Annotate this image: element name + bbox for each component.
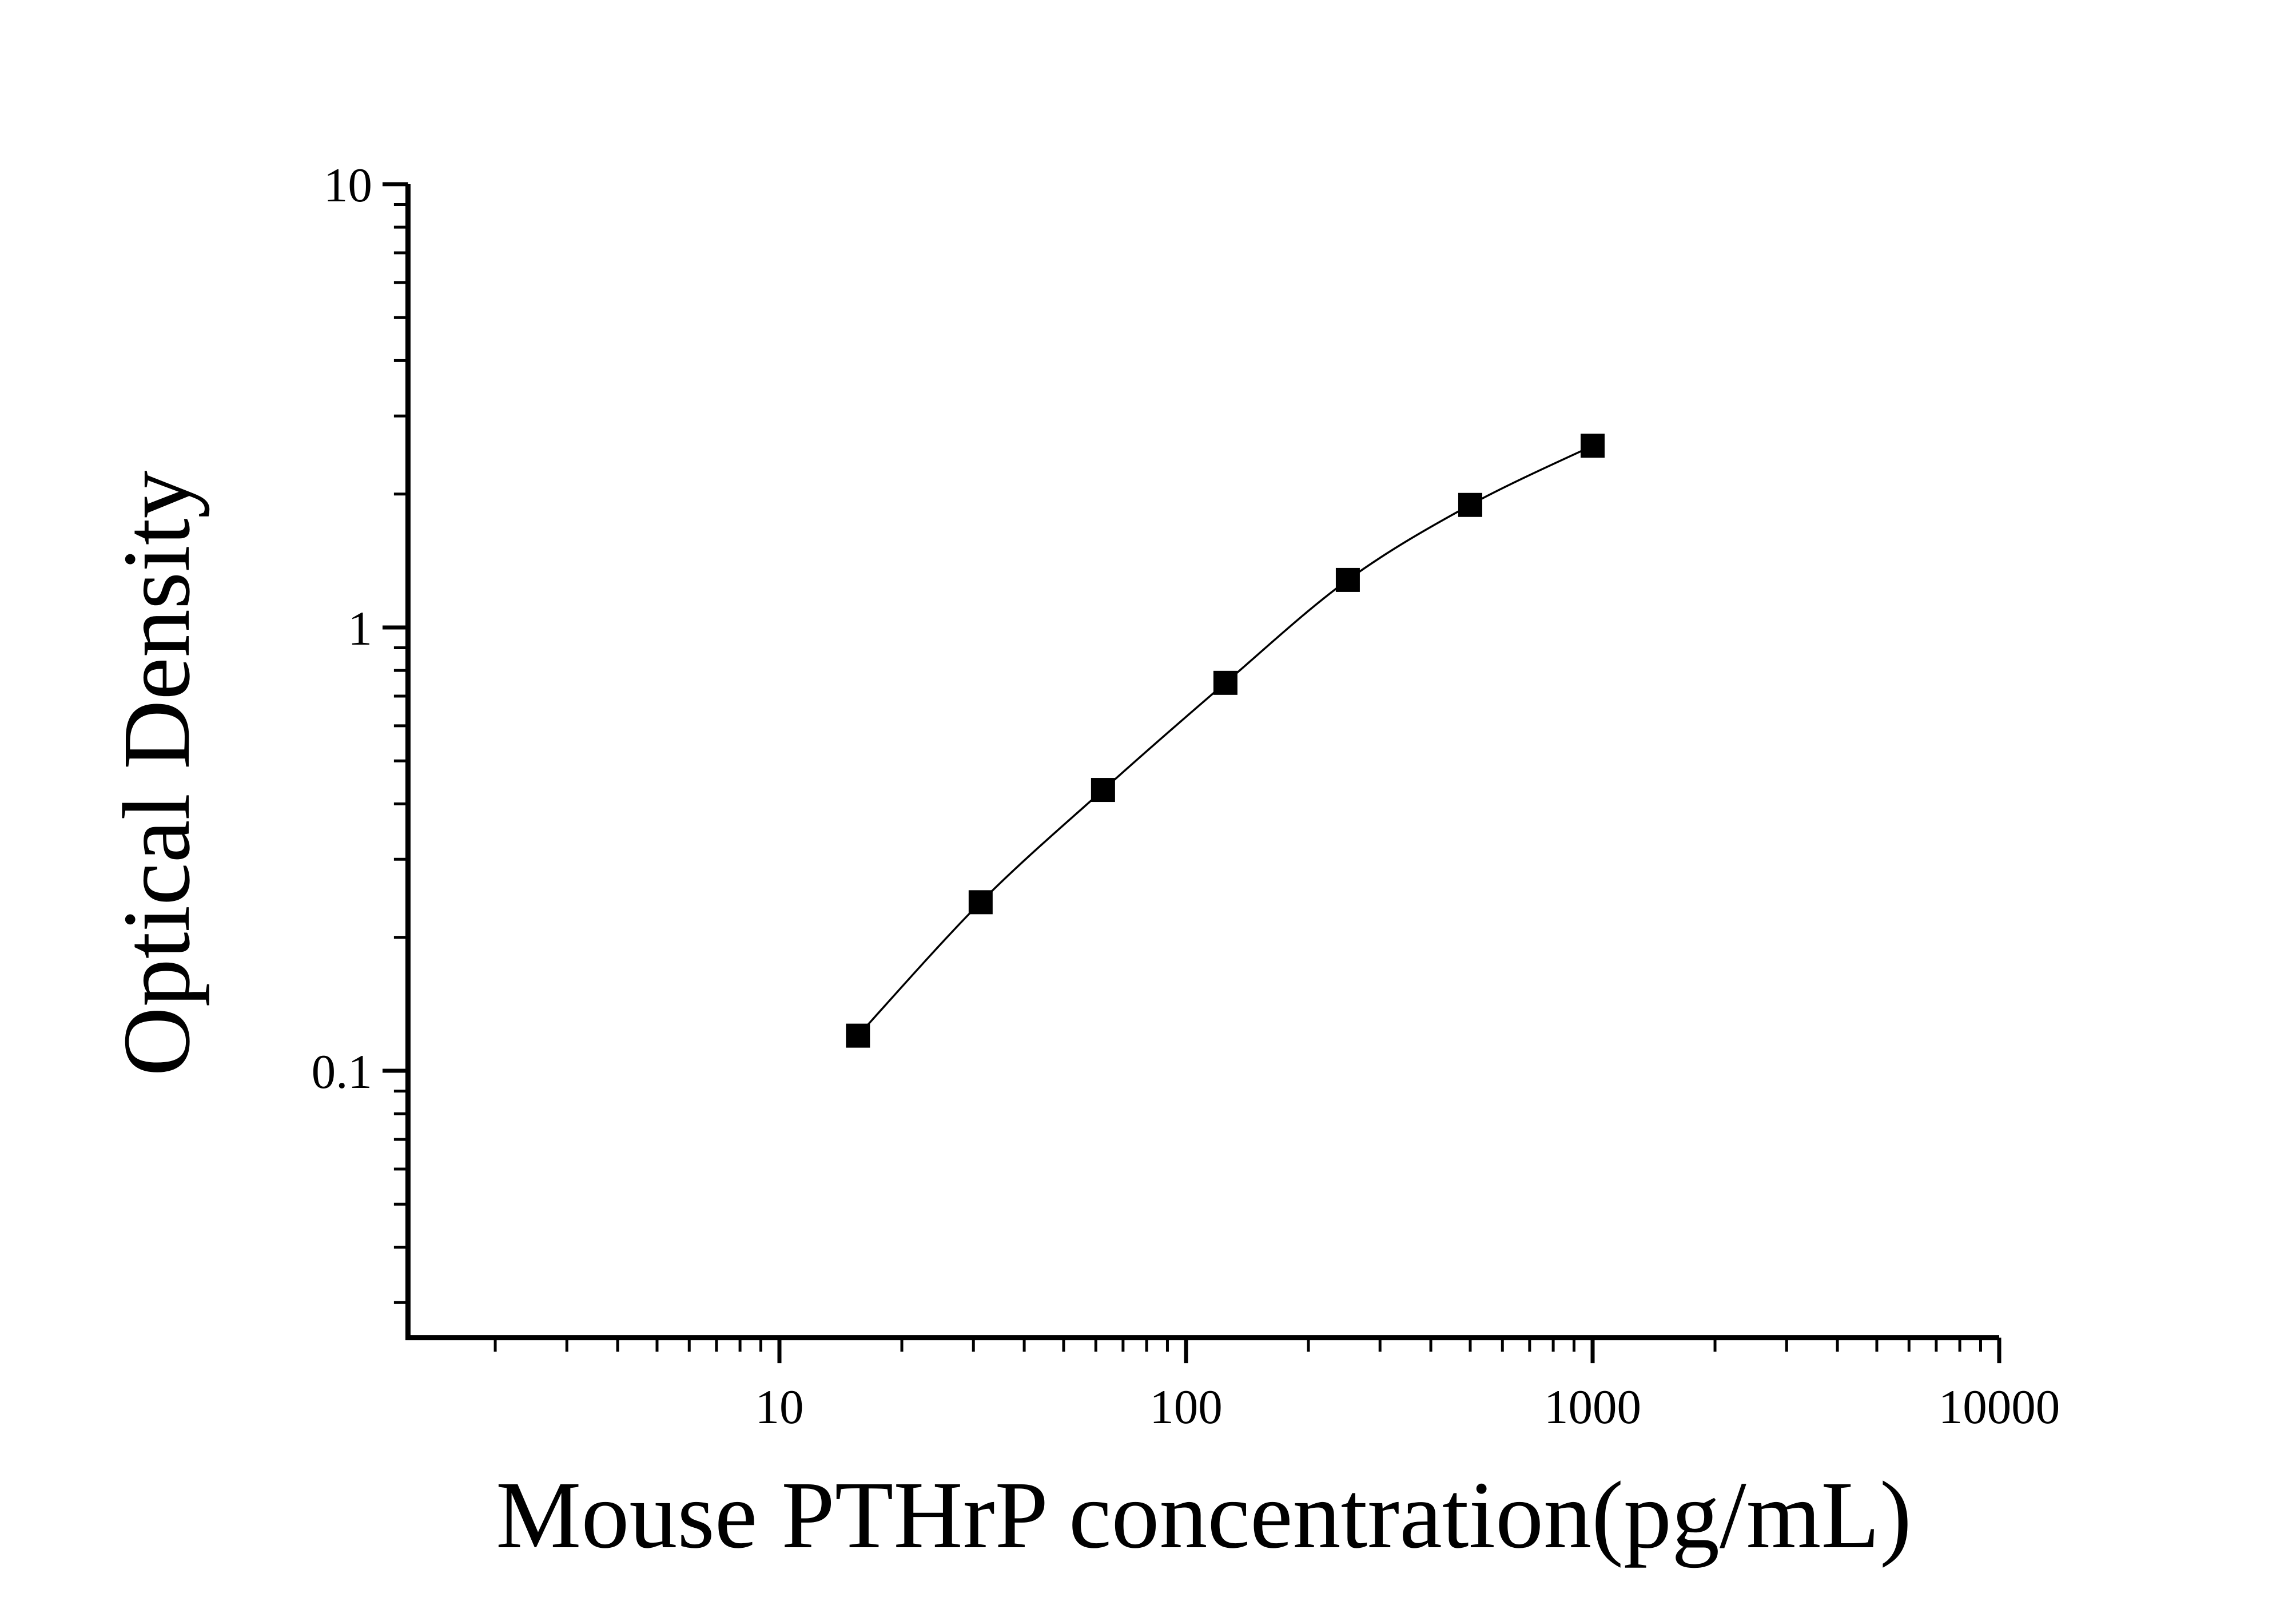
- axes-layer: [382, 182, 2001, 1364]
- data-point-marker: [1213, 670, 1237, 695]
- x-tick-label: 100: [1149, 1380, 1223, 1434]
- y-tick-label: 0.1: [312, 1045, 372, 1099]
- data-point-marker: [968, 890, 993, 915]
- data-point-marker: [1091, 778, 1115, 802]
- y-axis-title: Optical Density: [104, 470, 210, 1076]
- x-axis-title: Mouse PTHrP concentration(pg/mL): [496, 1462, 1912, 1568]
- data-point-marker: [1581, 434, 1605, 458]
- curve-line: [857, 444, 1593, 1036]
- x-tick-label: 10: [755, 1380, 804, 1434]
- data-point-marker: [1458, 492, 1482, 517]
- data-point-marker: [846, 1023, 870, 1048]
- marker-layer: [846, 434, 1605, 1048]
- x-tick-label: 10000: [1939, 1380, 2060, 1434]
- data-point-marker: [1335, 567, 1360, 592]
- y-tick-label: 1: [348, 602, 372, 655]
- axis-spines: [405, 184, 1999, 1341]
- tick-label-layer: 0.1 1 10 10 100 1000 10000: [312, 158, 2060, 1434]
- x-tick-label: 1000: [1544, 1380, 1641, 1434]
- y-tick-label: 10: [324, 158, 372, 212]
